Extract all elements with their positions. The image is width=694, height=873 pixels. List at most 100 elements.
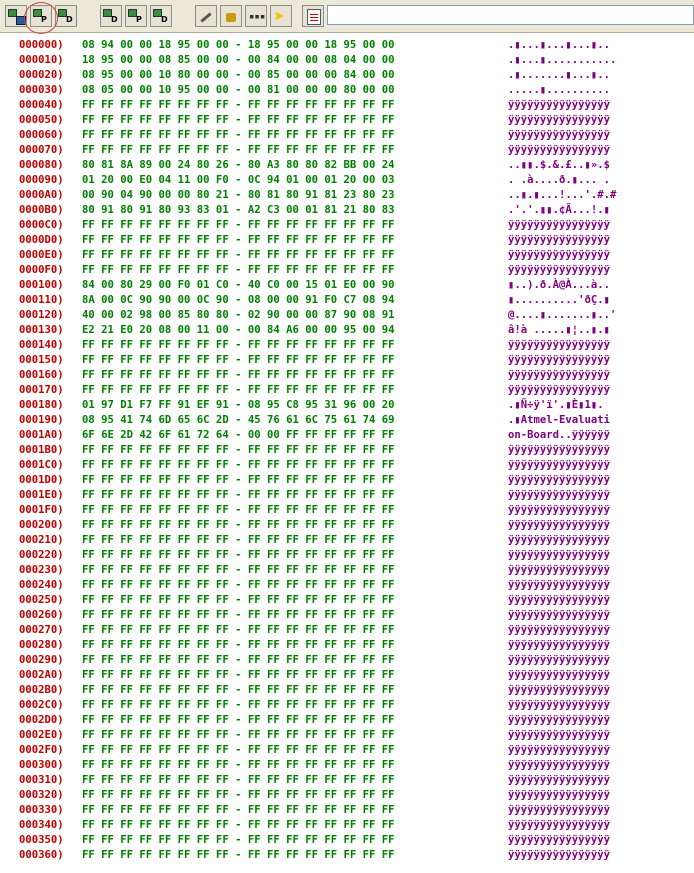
row-hex-bytes[interactable]: FF FF FF FF FF FF FF FF - FF FF FF FF FF… [82, 594, 395, 606]
row-ascii[interactable]: ÿÿÿÿÿÿÿÿÿÿÿÿÿÿÿÿ [508, 99, 611, 111]
row-ascii[interactable]: ÿÿÿÿÿÿÿÿÿÿÿÿÿÿÿÿ [508, 819, 611, 831]
row-ascii[interactable]: ÿÿÿÿÿÿÿÿÿÿÿÿÿÿÿÿ [508, 624, 611, 636]
row-ascii[interactable]: ▮..........'ðÇ.▮ [508, 294, 611, 306]
row-ascii[interactable]: â!à .....▮¦..▮.▮ [508, 324, 611, 336]
row-hex-bytes[interactable]: FF FF FF FF FF FF FF FF - FF FF FF FF FF… [82, 549, 395, 561]
row-ascii[interactable]: ÿÿÿÿÿÿÿÿÿÿÿÿÿÿÿÿ [508, 699, 611, 711]
read-data-button[interactable]: D [55, 5, 77, 27]
row-ascii[interactable]: . .à....ð.▮... . [508, 174, 611, 186]
row-hex-bytes[interactable]: 84 00 80 29 00 F0 01 C0 - 40 C0 00 15 01… [82, 279, 395, 291]
row-ascii[interactable]: ÿÿÿÿÿÿÿÿÿÿÿÿÿÿÿÿ [508, 474, 611, 486]
program-button[interactable]: P [125, 5, 147, 27]
row-hex-bytes[interactable]: 08 95 00 00 10 80 00 00 - 00 85 00 00 00… [82, 69, 395, 81]
row-hex-bytes[interactable]: 08 94 00 00 18 95 00 00 - 18 95 00 00 18… [82, 39, 395, 51]
row-hex-bytes[interactable]: 08 95 41 74 6D 65 6C 2D - 45 76 61 6C 75… [82, 414, 395, 426]
row-hex-bytes[interactable]: FF FF FF FF FF FF FF FF - FF FF FF FF FF… [82, 474, 395, 486]
row-hex-bytes[interactable]: FF FF FF FF FF FF FF FF - FF FF FF FF FF… [82, 849, 395, 861]
row-hex-bytes[interactable]: FF FF FF FF FF FF FF FF - FF FF FF FF FF… [82, 489, 395, 501]
row-hex-bytes[interactable]: 08 05 00 00 10 95 00 00 - 00 81 00 00 00… [82, 84, 395, 96]
data-button[interactable]: D [150, 5, 172, 27]
row-ascii[interactable]: ÿÿÿÿÿÿÿÿÿÿÿÿÿÿÿÿ [508, 684, 611, 696]
row-ascii[interactable]: ÿÿÿÿÿÿÿÿÿÿÿÿÿÿÿÿ [508, 804, 611, 816]
row-ascii[interactable]: @....▮.......▮..' [508, 309, 617, 321]
row-ascii[interactable]: ÿÿÿÿÿÿÿÿÿÿÿÿÿÿÿÿ [508, 264, 611, 276]
row-ascii[interactable]: ÿÿÿÿÿÿÿÿÿÿÿÿÿÿÿÿ [508, 354, 611, 366]
fuse-button[interactable]: ▪▪▪ [245, 5, 267, 27]
row-hex-bytes[interactable]: 01 97 D1 F7 FF 91 EF 91 - 08 95 C8 95 31… [82, 399, 395, 411]
row-hex-bytes[interactable]: FF FF FF FF FF FF FF FF - FF FF FF FF FF… [82, 129, 395, 141]
row-ascii[interactable]: .▮Atmel-Evaluati [508, 414, 611, 426]
row-ascii[interactable]: ÿÿÿÿÿÿÿÿÿÿÿÿÿÿÿÿ [508, 234, 611, 246]
row-ascii[interactable]: ..▮.▮...!...'.#.# [508, 189, 617, 201]
row-ascii[interactable]: ÿÿÿÿÿÿÿÿÿÿÿÿÿÿÿÿ [508, 339, 611, 351]
row-ascii[interactable]: ÿÿÿÿÿÿÿÿÿÿÿÿÿÿÿÿ [508, 729, 611, 741]
row-hex-bytes[interactable]: FF FF FF FF FF FF FF FF - FF FF FF FF FF… [82, 804, 395, 816]
row-ascii[interactable]: ÿÿÿÿÿÿÿÿÿÿÿÿÿÿÿÿ [508, 549, 611, 561]
row-hex-bytes[interactable]: FF FF FF FF FF FF FF FF - FF FF FF FF FF… [82, 774, 395, 786]
row-ascii[interactable]: on-Board..ÿÿÿÿÿÿ [508, 429, 611, 441]
row-ascii[interactable]: ÿÿÿÿÿÿÿÿÿÿÿÿÿÿÿÿ [508, 369, 611, 381]
row-hex-bytes[interactable]: 8A 00 0C 90 90 00 0C 90 - 08 00 00 91 F0… [82, 294, 395, 306]
row-hex-bytes[interactable]: FF FF FF FF FF FF FF FF - FF FF FF FF FF… [82, 519, 395, 531]
row-ascii[interactable]: ÿÿÿÿÿÿÿÿÿÿÿÿÿÿÿÿ [508, 249, 611, 261]
row-ascii[interactable]: ÿÿÿÿÿÿÿÿÿÿÿÿÿÿÿÿ [508, 114, 611, 126]
row-hex-bytes[interactable]: FF FF FF FF FF FF FF FF - FF FF FF FF FF… [82, 219, 395, 231]
row-hex-bytes[interactable]: FF FF FF FF FF FF FF FF - FF FF FF FF FF… [82, 759, 395, 771]
row-hex-bytes[interactable]: FF FF FF FF FF FF FF FF - FF FF FF FF FF… [82, 144, 395, 156]
row-hex-bytes[interactable]: FF FF FF FF FF FF FF FF - FF FF FF FF FF… [82, 654, 395, 666]
row-ascii[interactable]: ÿÿÿÿÿÿÿÿÿÿÿÿÿÿÿÿ [508, 519, 611, 531]
row-ascii[interactable]: ÿÿÿÿÿÿÿÿÿÿÿÿÿÿÿÿ [508, 639, 611, 651]
row-hex-bytes[interactable]: FF FF FF FF FF FF FF FF - FF FF FF FF FF… [82, 564, 395, 576]
row-ascii[interactable]: ÿÿÿÿÿÿÿÿÿÿÿÿÿÿÿÿ [508, 654, 611, 666]
row-hex-bytes[interactable]: FF FF FF FF FF FF FF FF - FF FF FF FF FF… [82, 339, 395, 351]
row-ascii[interactable]: ÿÿÿÿÿÿÿÿÿÿÿÿÿÿÿÿ [508, 384, 611, 396]
row-hex-bytes[interactable]: 18 95 00 00 08 85 00 00 - 00 84 00 00 08… [82, 54, 395, 66]
row-ascii[interactable]: ÿÿÿÿÿÿÿÿÿÿÿÿÿÿÿÿ [508, 849, 611, 861]
row-hex-bytes[interactable]: FF FF FF FF FF FF FF FF - FF FF FF FF FF… [82, 819, 395, 831]
row-hex-bytes[interactable]: FF FF FF FF FF FF FF FF - FF FF FF FF FF… [82, 534, 395, 546]
row-hex-bytes[interactable]: FF FF FF FF FF FF FF FF - FF FF FF FF FF… [82, 624, 395, 636]
row-ascii[interactable]: ÿÿÿÿÿÿÿÿÿÿÿÿÿÿÿÿ [508, 144, 611, 156]
row-hex-bytes[interactable]: FF FF FF FF FF FF FF FF - FF FF FF FF FF… [82, 699, 395, 711]
row-hex-bytes[interactable]: FF FF FF FF FF FF FF FF - FF FF FF FF FF… [82, 99, 395, 111]
row-ascii[interactable]: ▮..).ð.À@À...à.. [508, 279, 611, 291]
row-ascii[interactable]: ÿÿÿÿÿÿÿÿÿÿÿÿÿÿÿÿ [508, 609, 611, 621]
row-ascii[interactable]: .▮...▮........... [508, 54, 617, 66]
row-ascii[interactable]: ..▮▮.$.&.£..▮».$ [508, 159, 611, 171]
row-ascii[interactable]: .....▮.......... [508, 84, 611, 96]
row-hex-bytes[interactable]: FF FF FF FF FF FF FF FF - FF FF FF FF FF… [82, 789, 395, 801]
row-hex-bytes[interactable]: 80 91 80 91 80 93 83 01 - A2 C3 00 01 81… [82, 204, 395, 216]
erase-button[interactable] [195, 5, 217, 27]
row-hex-bytes[interactable]: FF FF FF FF FF FF FF FF - FF FF FF FF FF… [82, 834, 395, 846]
row-ascii[interactable]: ÿÿÿÿÿÿÿÿÿÿÿÿÿÿÿÿ [508, 489, 611, 501]
row-hex-bytes[interactable]: FF FF FF FF FF FF FF FF - FF FF FF FF FF… [82, 114, 395, 126]
row-hex-bytes[interactable]: FF FF FF FF FF FF FF FF - FF FF FF FF FF… [82, 684, 395, 696]
row-hex-bytes[interactable]: 6F 6E 2D 42 6F 61 72 64 - 00 00 FF FF FF… [82, 429, 395, 441]
row-hex-bytes[interactable]: FF FF FF FF FF FF FF FF - FF FF FF FF FF… [82, 714, 395, 726]
row-ascii[interactable]: ÿÿÿÿÿÿÿÿÿÿÿÿÿÿÿÿ [508, 594, 611, 606]
row-hex-bytes[interactable]: FF FF FF FF FF FF FF FF - FF FF FF FF FF… [82, 384, 395, 396]
row-hex-bytes[interactable]: FF FF FF FF FF FF FF FF - FF FF FF FF FF… [82, 249, 395, 261]
row-hex-bytes[interactable]: FF FF FF FF FF FF FF FF - FF FF FF FF FF… [82, 234, 395, 246]
row-hex-bytes[interactable]: FF FF FF FF FF FF FF FF - FF FF FF FF FF… [82, 609, 395, 621]
row-ascii[interactable]: ÿÿÿÿÿÿÿÿÿÿÿÿÿÿÿÿ [508, 744, 611, 756]
row-hex-bytes[interactable]: FF FF FF FF FF FF FF FF - FF FF FF FF FF… [82, 744, 395, 756]
lock-button[interactable] [220, 5, 242, 27]
row-hex-bytes[interactable]: 01 20 00 E0 04 11 00 F0 - 0C 94 01 00 01… [82, 174, 395, 186]
row-hex-bytes[interactable]: FF FF FF FF FF FF FF FF - FF FF FF FF FF… [82, 729, 395, 741]
row-ascii[interactable]: ÿÿÿÿÿÿÿÿÿÿÿÿÿÿÿÿ [508, 759, 611, 771]
row-ascii[interactable]: ÿÿÿÿÿÿÿÿÿÿÿÿÿÿÿÿ [508, 459, 611, 471]
row-hex-bytes[interactable]: 00 90 04 90 00 00 80 21 - 80 81 80 91 81… [82, 189, 395, 201]
row-ascii[interactable]: ÿÿÿÿÿÿÿÿÿÿÿÿÿÿÿÿ [508, 834, 611, 846]
row-hex-bytes[interactable]: FF FF FF FF FF FF FF FF - FF FF FF FF FF… [82, 459, 395, 471]
row-hex-bytes[interactable]: FF FF FF FF FF FF FF FF - FF FF FF FF FF… [82, 369, 395, 381]
row-hex-bytes[interactable]: FF FF FF FF FF FF FF FF - FF FF FF FF FF… [82, 669, 395, 681]
run-button[interactable] [270, 5, 292, 27]
row-ascii[interactable]: ÿÿÿÿÿÿÿÿÿÿÿÿÿÿÿÿ [508, 774, 611, 786]
address-input[interactable] [327, 5, 694, 25]
row-ascii[interactable]: ÿÿÿÿÿÿÿÿÿÿÿÿÿÿÿÿ [508, 504, 611, 516]
row-ascii[interactable]: ÿÿÿÿÿÿÿÿÿÿÿÿÿÿÿÿ [508, 789, 611, 801]
row-hex-bytes[interactable]: FF FF FF FF FF FF FF FF - FF FF FF FF FF… [82, 444, 395, 456]
row-ascii[interactable]: ÿÿÿÿÿÿÿÿÿÿÿÿÿÿÿÿ [508, 219, 611, 231]
row-hex-bytes[interactable]: FF FF FF FF FF FF FF FF - FF FF FF FF FF… [82, 639, 395, 651]
